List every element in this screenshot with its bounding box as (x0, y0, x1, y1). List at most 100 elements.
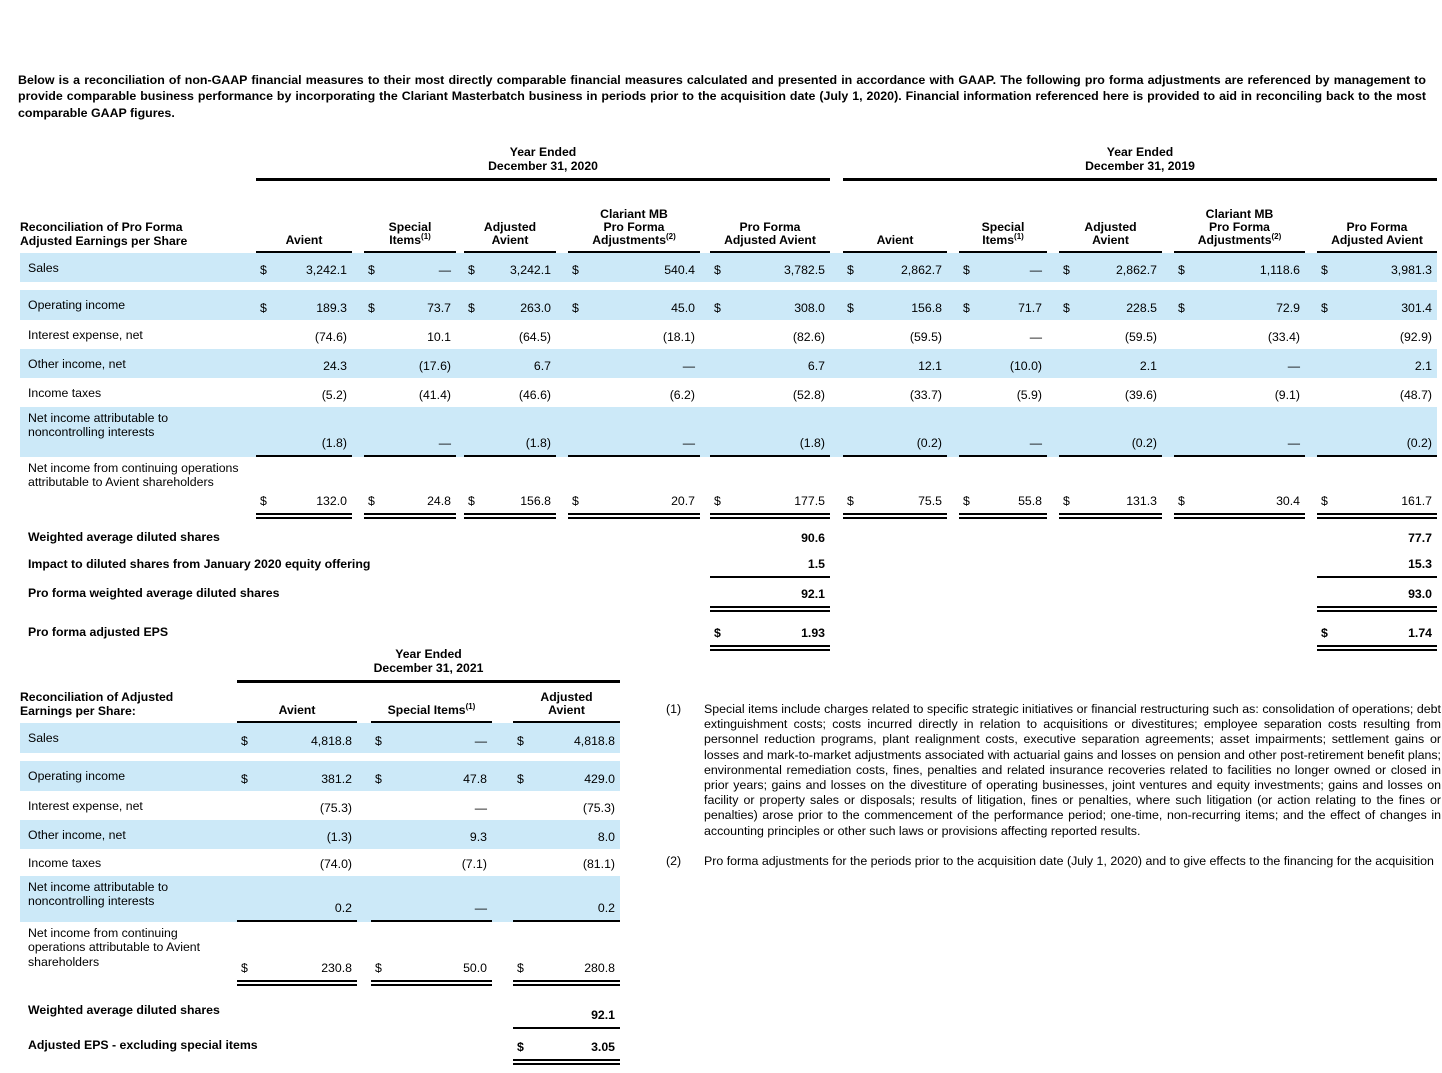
row-label: Sales (28, 260, 59, 275)
cell-value: 9.3 (469, 830, 487, 845)
cell-value: (74.6) (314, 330, 347, 345)
cell-value: 230.8 (321, 961, 352, 976)
footnote-ref: (2) (666, 231, 676, 241)
cell-value: 1,118.6 (1259, 263, 1300, 278)
value-cell: (64.5) (464, 320, 556, 349)
value-cell: — (371, 791, 492, 820)
value-cell: — (1174, 407, 1305, 458)
group-gap (830, 550, 1317, 578)
cell-value: — (682, 436, 695, 451)
group-gap (830, 524, 1317, 550)
footnote-marker: (1) (666, 702, 682, 716)
year-group-header: Year Ended December 31, 2019 (843, 145, 1437, 182)
pro-forma-eps-table: Year Ended December 31, 2020 Year Ended Dec… (20, 145, 1437, 656)
table-title: Reconciliation of Adjusted Earnings per S… (20, 690, 174, 719)
row-label: Interest expense, net (28, 327, 143, 342)
row-label: Impact to diluted shares from January 20… (28, 557, 371, 572)
cell-value: 20.7 (671, 494, 695, 509)
value-cell: $4,818.8 (513, 723, 620, 753)
dollar-sign: $ (1321, 301, 1328, 316)
footnote-ref: (1) (421, 231, 431, 241)
cell-value: 15.3 (1408, 557, 1432, 572)
row-label: Adjusted EPS - excluding special items (28, 1038, 258, 1053)
cell-value: 92.1 (801, 587, 825, 602)
value-group: $156.8 $71.7 $228.5 $72.9 $301.4 (843, 290, 1437, 320)
cell-value: 6.7 (807, 359, 825, 374)
cell-value: — (1029, 263, 1042, 278)
column-header: Clariant MB Pro Forma Adjustments(2) (1174, 181, 1305, 254)
column-header: Pro Forma Adjusted Avient (1317, 181, 1437, 254)
value-group: (74.0) (7.1) (81.1) (237, 849, 620, 876)
dollar-sign: $ (241, 772, 248, 787)
value-cell: $ — (371, 723, 492, 753)
cell-value: 4,818.8 (310, 734, 352, 749)
row-label: Net income attributable to noncontrolling… (28, 411, 169, 440)
cell-value: 131.3 (1126, 494, 1157, 509)
dollar-sign: $ (963, 494, 970, 509)
footnote-1: (1) Special items include charges relate… (666, 702, 1441, 839)
value-cell: (33.4) (1174, 320, 1305, 349)
value-cell: (59.5) (1059, 320, 1162, 349)
value-cell: $161.7 (1317, 457, 1437, 520)
value-group: (0.2) — (0.2) — (0.2) (843, 407, 1437, 458)
value-group: (5.2) (41.4) (46.6) (6.2) (52.8) (256, 378, 830, 407)
value-cell: (75.3) (513, 791, 620, 820)
dollar-sign: $ (368, 263, 375, 278)
cell-value: 75.5 (918, 494, 942, 509)
column-header: Adjusted Avient (1059, 181, 1162, 254)
value-cell: (82.6) (710, 320, 830, 349)
year-header-row: Year Ended December 31, 2021 (20, 647, 620, 684)
cell-value: (48.7) (1399, 388, 1432, 403)
cell-value: 30.4 (1276, 494, 1300, 509)
row-label: Operating income (28, 769, 126, 784)
cell-value: 3,242.1 (509, 263, 551, 278)
value-cell: $189.3 (256, 290, 352, 320)
cell-value: (41.4) (418, 388, 451, 403)
value-cell: $230.8 (237, 922, 357, 987)
table-row: Interest expense, net (74.6) 10.1 (64.5) (18… (20, 320, 1437, 349)
column-header: Clariant MB Pro Forma Adjustments(2) (568, 181, 700, 254)
row-label: Other income, net (28, 827, 126, 842)
dollar-sign: $ (1321, 494, 1328, 509)
dollar-sign: $ (375, 734, 382, 749)
value-group: $3,242.1 $ — $3,242.1 $540.4 $3,782.5 (256, 253, 830, 282)
value-cell: (46.6) (464, 378, 556, 407)
cell-value: 90.6 (801, 531, 825, 546)
dollar-sign: $ (714, 494, 721, 509)
row-label: Income taxes (28, 385, 102, 400)
value-cell: 93.0 (1317, 578, 1437, 613)
value-group: 0.2 — 0.2 (237, 876, 620, 923)
year-header-row: Year Ended December 31, 2020 Year Ended Dec… (20, 145, 1437, 182)
table-row: Net income attributable to noncontrolling… (20, 407, 1437, 458)
value-cell: (41.4) (364, 378, 456, 407)
cell-value: 280.8 (584, 961, 615, 976)
cell-value: 24.3 (323, 359, 347, 374)
value-cell: — (364, 407, 456, 458)
footnote-ref: (2) (1271, 231, 1282, 241)
value-cell: $3.05 (513, 1029, 620, 1066)
table-row: Sales $4,818.8 $ — $4,818.8 (20, 723, 620, 754)
cell-value: — (1287, 359, 1300, 374)
table-row: Income taxes (74.0) (7.1) (81.1) (20, 849, 620, 876)
value-cell: 90.6 (710, 524, 830, 550)
value-cell: 0.2 (237, 876, 357, 923)
cell-value: (59.5) (909, 330, 942, 345)
value-cell: 10.1 (364, 320, 456, 349)
dollar-sign: $ (1178, 301, 1185, 316)
value-cell: $301.4 (1317, 290, 1437, 320)
value-cell: — (568, 407, 700, 458)
cell-value: (46.6) (518, 388, 551, 403)
group-gap (830, 349, 843, 378)
row-label: Sales (28, 731, 59, 746)
group-gap (830, 290, 843, 320)
value-cell: (6.2) (568, 378, 700, 407)
value-cell: $132.0 (256, 457, 352, 520)
value-cell: $308.0 (710, 290, 830, 320)
cell-value: 177.5 (794, 494, 825, 509)
group-gap (830, 253, 843, 282)
value-cell: — (1174, 349, 1305, 378)
cell-value: (1.8) (799, 436, 825, 451)
cell-value: 0.2 (597, 901, 615, 916)
value-cell: 2.1 (1317, 349, 1437, 378)
cell-value: 2,862.7 (900, 263, 942, 278)
